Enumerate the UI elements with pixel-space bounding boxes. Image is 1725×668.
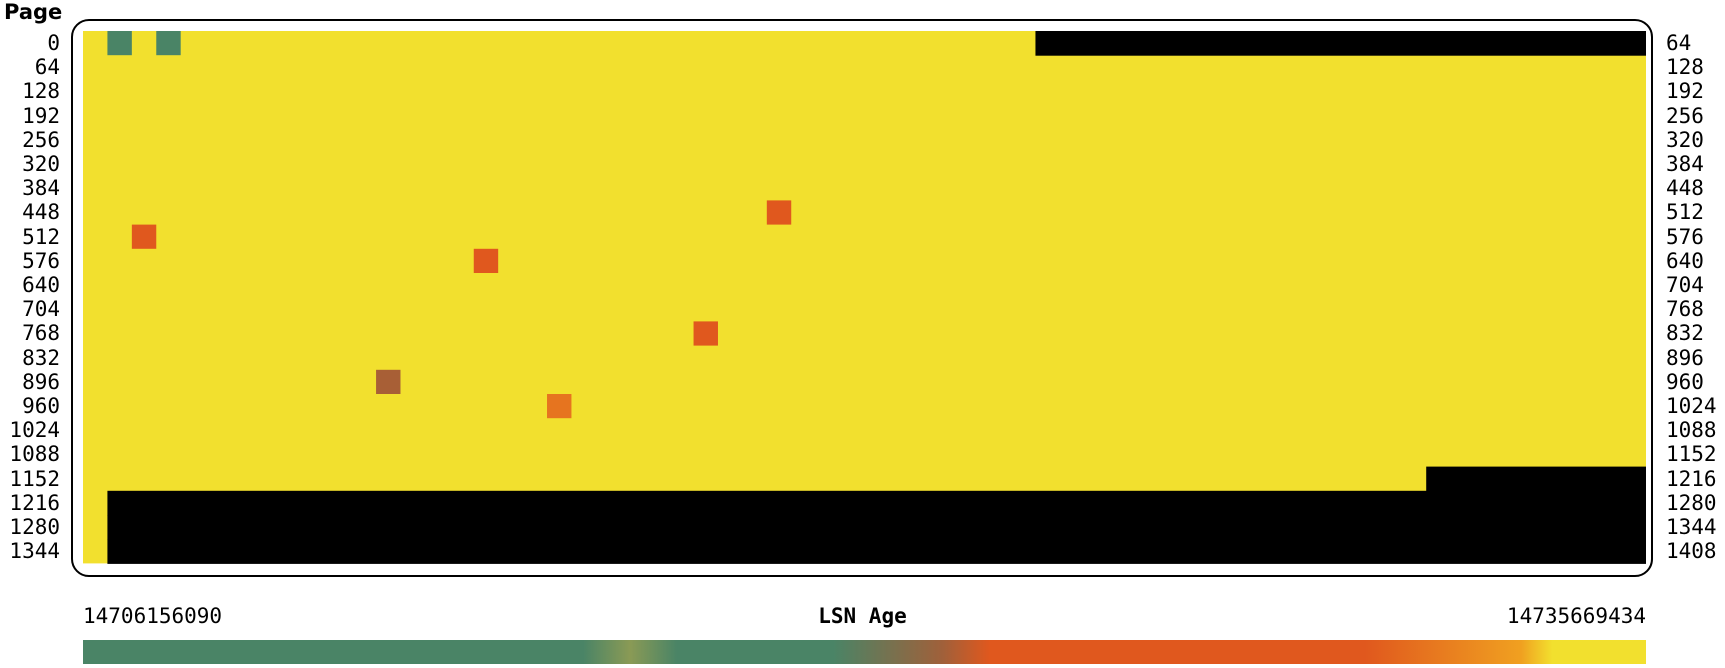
unused-pages-block <box>107 515 1646 540</box>
colorbar-min-label: 14706156090 <box>83 604 223 628</box>
left-tick-label: 832 <box>22 345 60 370</box>
colorbar-title: LSN Age <box>818 604 907 628</box>
left-tick-label: 1088 <box>9 442 60 467</box>
heatmap-cell <box>131 224 157 249</box>
left-tick-label: 1280 <box>9 515 60 539</box>
unused-pages-block <box>1035 31 1646 56</box>
left-tick-label: 448 <box>22 200 60 225</box>
left-tick-label: 384 <box>22 176 60 201</box>
right-tick-label: 1408 <box>1666 539 1717 564</box>
right-tick-label: 64 <box>1666 31 1692 55</box>
unused-pages-block <box>1426 466 1646 492</box>
colorbar <box>83 640 1646 664</box>
left-tick-label: 896 <box>22 369 60 394</box>
heatmap-cell <box>156 31 181 56</box>
heatmap-cell <box>376 442 401 467</box>
left-tick-label: 512 <box>22 224 60 249</box>
left-tick-label: 0 <box>47 31 60 55</box>
heatmap-cell <box>473 248 499 273</box>
left-tick-label: 192 <box>22 103 60 128</box>
right-tick-label: 128 <box>1666 55 1704 80</box>
left-tick-label: 1152 <box>9 466 60 491</box>
right-tick-label: 704 <box>1666 273 1704 297</box>
heatmap-background <box>83 31 1646 564</box>
left-tick-label: 64 <box>34 55 60 80</box>
unused-pages-block <box>107 539 1646 564</box>
right-tick-label: 448 <box>1666 176 1704 201</box>
colorbar-max-label: 14735669434 <box>1506 604 1646 628</box>
right-tick-label: 768 <box>1666 297 1704 322</box>
unused-pages-block <box>107 490 1646 516</box>
right-tick-label: 1024 <box>1666 394 1717 418</box>
left-tick-label: 640 <box>22 273 60 297</box>
right-tick-label: 832 <box>1666 321 1704 346</box>
y-axis-title: Page <box>4 0 63 24</box>
right-tick-label: 192 <box>1666 79 1704 104</box>
right-tick-label: 960 <box>1666 369 1704 394</box>
heatmap-cell <box>376 369 401 394</box>
left-tick-label: 128 <box>22 79 60 104</box>
left-tick-label: 768 <box>22 321 60 346</box>
right-tick-label: 320 <box>1666 127 1704 152</box>
right-tick-label: 576 <box>1666 224 1704 249</box>
heatmap-cell <box>547 394 572 419</box>
right-tick-label: 512 <box>1666 200 1704 225</box>
heatmap-cell <box>107 31 132 56</box>
right-tick-label: 1216 <box>1666 466 1717 491</box>
right-tick-label: 1344 <box>1666 515 1717 539</box>
left-tick-label: 576 <box>22 248 60 273</box>
left-tick-label: 1344 <box>9 539 60 564</box>
left-tick-label: 960 <box>22 394 60 418</box>
left-tick-label: 320 <box>22 152 60 176</box>
right-tick-label: 1280 <box>1666 490 1717 515</box>
colorbar-gradient <box>83 640 1646 664</box>
right-tick-label: 1088 <box>1666 418 1717 443</box>
left-tick-label: 1024 <box>9 418 60 443</box>
heatmap-cell <box>766 200 792 225</box>
right-tick-label: 384 <box>1666 152 1704 176</box>
right-tick-label: 640 <box>1666 248 1704 273</box>
heatmap-cell <box>693 321 718 346</box>
right-tick-label: 896 <box>1666 345 1704 370</box>
right-tick-label: 256 <box>1666 103 1704 128</box>
heatmap-frame <box>71 19 1653 577</box>
right-tick-label: 1152 <box>1666 442 1717 467</box>
left-tick-label: 1216 <box>9 490 60 515</box>
left-tick-label: 256 <box>22 127 60 152</box>
left-tick-label: 704 <box>22 297 60 322</box>
